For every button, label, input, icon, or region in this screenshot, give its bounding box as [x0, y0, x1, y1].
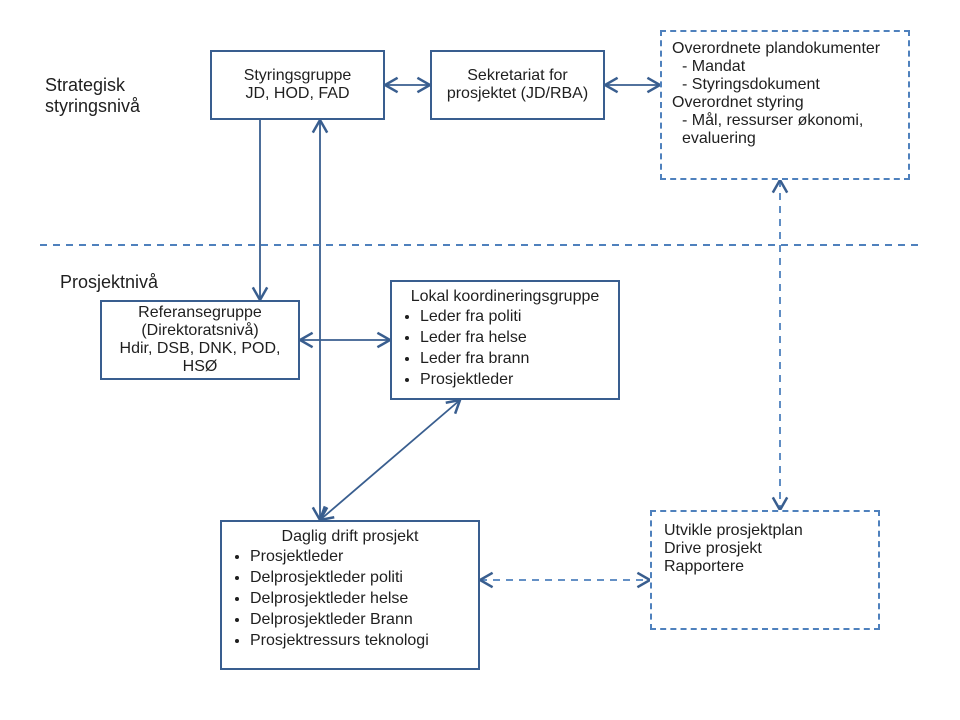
- list-item: Delprosjektleder helse: [250, 589, 468, 609]
- box-title: Sekretariat for prosjektet (JD/RBA): [432, 67, 603, 103]
- box-title: Overordnete plandokumenter: [672, 40, 898, 58]
- box-bullets: Leder fra politiLeder fra helseLeder fra…: [402, 306, 608, 391]
- list-item: Delprosjektleder Brann: [250, 610, 468, 630]
- text-line: Utvikle prosjektplan: [664, 522, 866, 540]
- label-strategic-level: Strategisk styringsnivå: [45, 75, 165, 117]
- box-styringsgruppe: Styringsgruppe JD, HOD, FAD: [210, 50, 385, 120]
- connector: [320, 400, 460, 520]
- list-item: Prosjektressurs teknologi: [250, 631, 468, 651]
- box-bullets: ProsjektlederDelprosjektleder politiDelp…: [232, 546, 468, 652]
- box-subtitle2: Overordnet styring: [672, 94, 898, 112]
- box-referansegruppe: Referansegruppe (Direktoratsnivå) Hdir, …: [100, 300, 300, 380]
- list-item: Prosjektleder: [250, 547, 468, 567]
- list-item: Mandat: [682, 58, 898, 76]
- box-daglig: Daglig drift prosjekt ProsjektlederDelpr…: [220, 520, 480, 670]
- box-title: Lokal koordineringsgruppe: [402, 288, 608, 306]
- box-subtitle: JD, HOD, FAD: [212, 85, 383, 103]
- list-item: Leder fra brann: [420, 349, 608, 369]
- list-item: Leder fra politi: [420, 307, 608, 327]
- box-items2: Mål, ressurser økonomi, evaluering: [672, 112, 898, 148]
- list-item: Leder fra helse: [420, 328, 608, 348]
- text-line: Rapportere: [664, 558, 866, 576]
- box-title: Referansegruppe: [102, 304, 298, 322]
- text-line: Drive prosjekt: [664, 540, 866, 558]
- box-overordnete: Overordnete plandokumenter MandatStyring…: [660, 30, 910, 180]
- box-title: Daglig drift prosjekt: [232, 528, 468, 546]
- box-items: MandatStyringsdokument: [672, 58, 898, 94]
- list-item: Delprosjektleder politi: [250, 568, 468, 588]
- label-project-level: Prosjektnivå: [60, 272, 158, 293]
- list-item: Mål, ressurser økonomi, evaluering: [682, 112, 898, 148]
- list-item: Prosjektleder: [420, 370, 608, 390]
- box-lines: Utvikle prosjektplanDrive prosjektRappor…: [664, 522, 866, 576]
- box-subtitle: (Direktoratsnivå): [102, 322, 298, 340]
- box-sekretariat: Sekretariat for prosjektet (JD/RBA): [430, 50, 605, 120]
- box-utvikle: Utvikle prosjektplanDrive prosjektRappor…: [650, 510, 880, 630]
- list-item: Styringsdokument: [682, 76, 898, 94]
- box-lokal: Lokal koordineringsgruppe Leder fra poli…: [390, 280, 620, 400]
- box-title: Styringsgruppe: [212, 67, 383, 85]
- box-subtitle2: Hdir, DSB, DNK, POD, HSØ: [102, 340, 298, 376]
